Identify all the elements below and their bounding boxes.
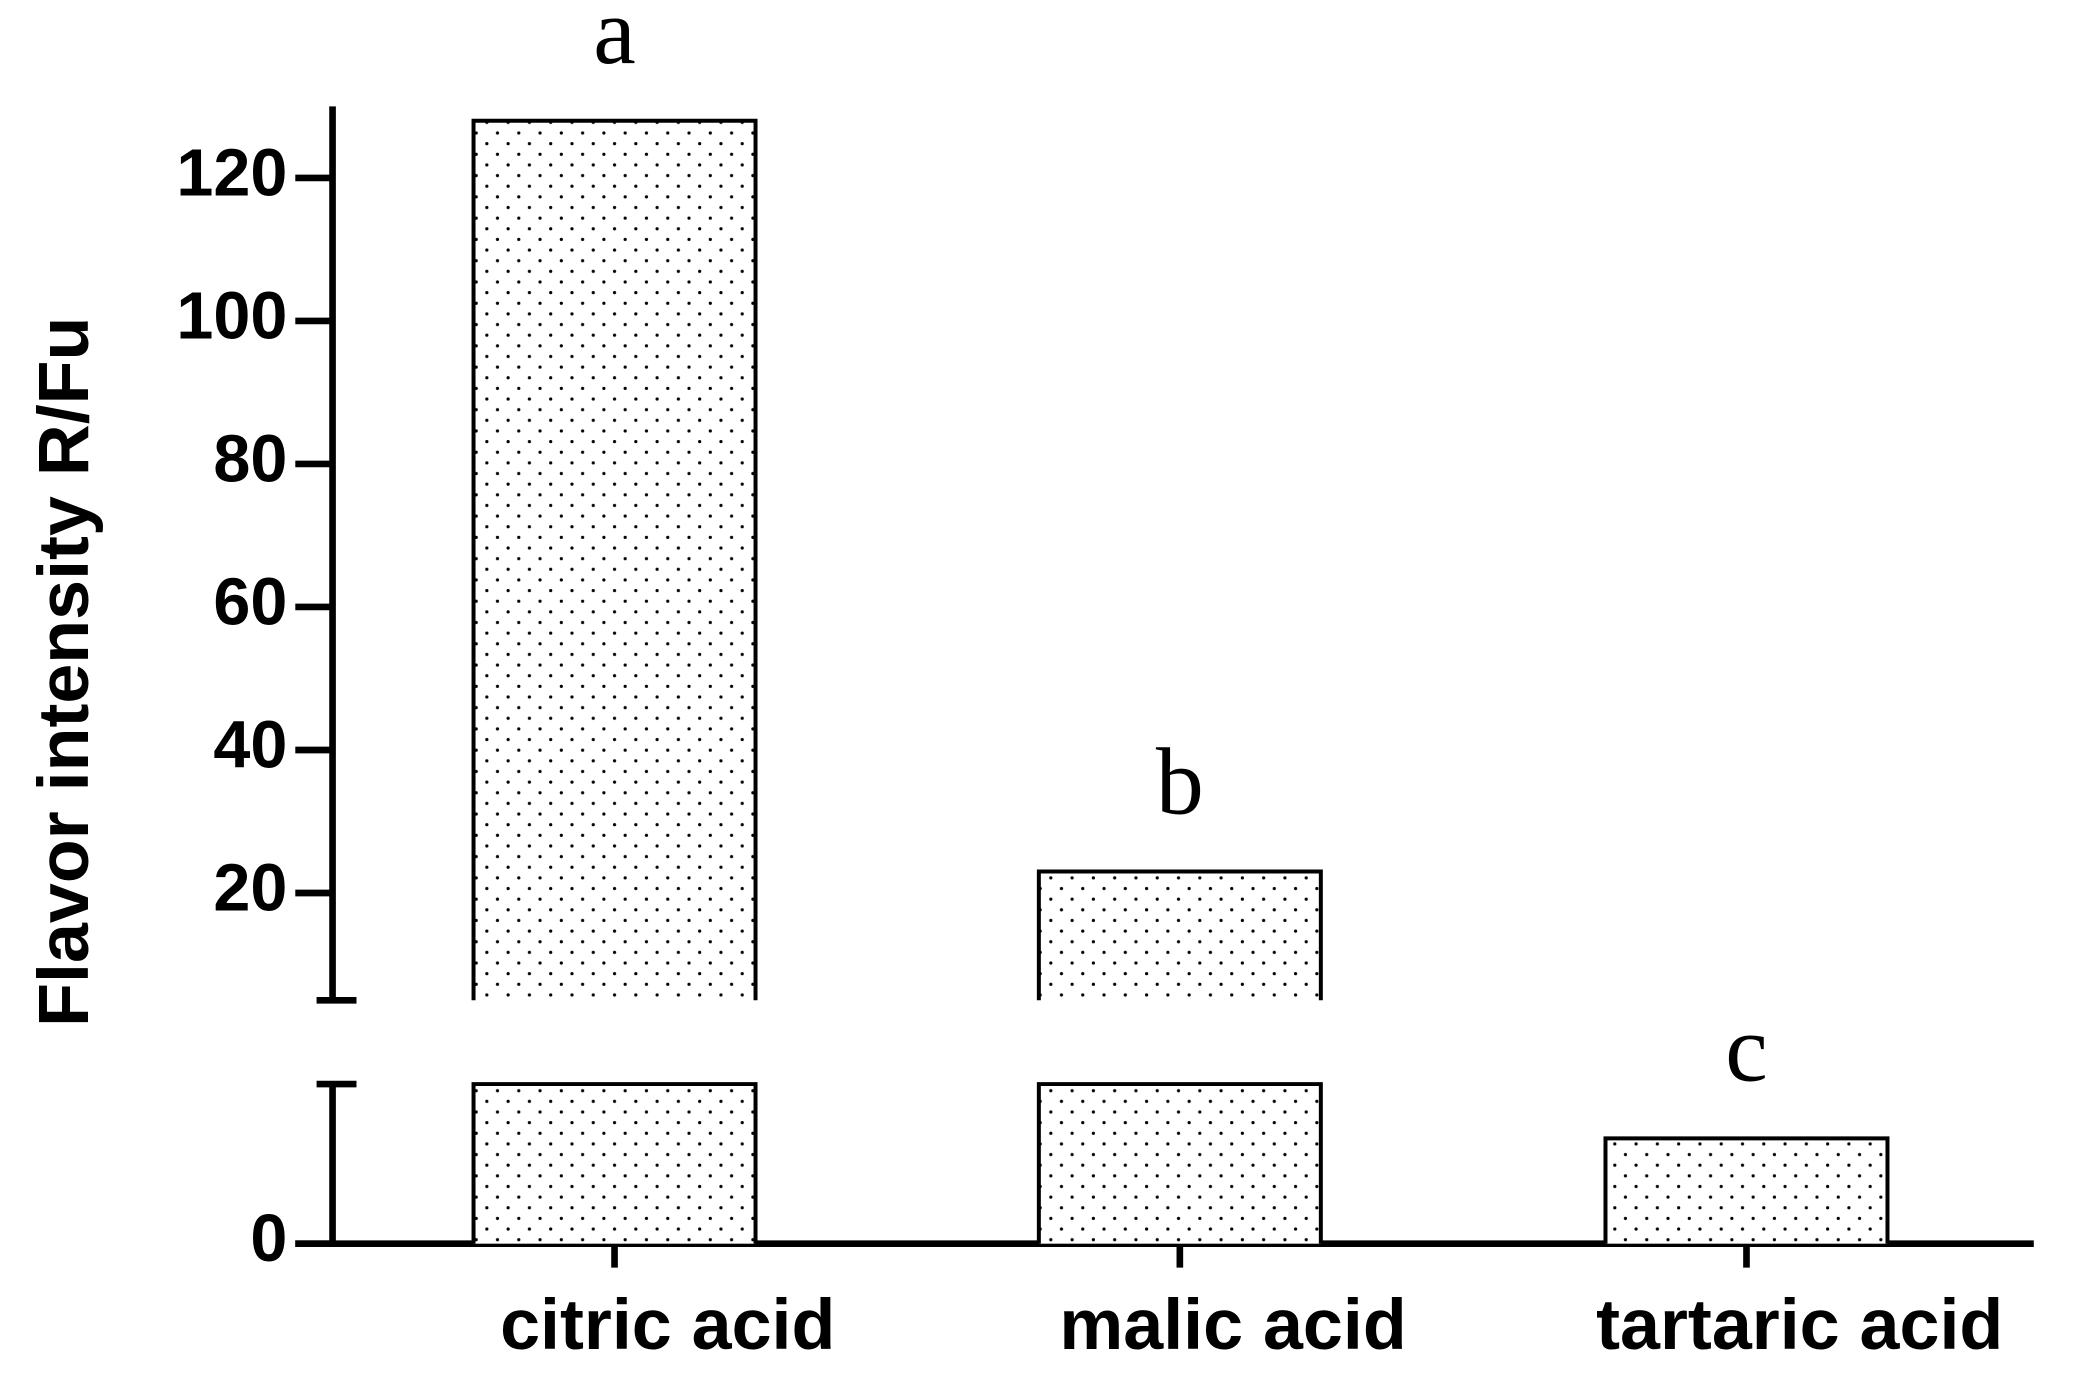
- bar-outline: [1036, 869, 1323, 1001]
- bar: [1038, 1084, 1321, 1244]
- bar-outline: [1603, 1136, 1890, 1244]
- bar-outline: [471, 1082, 758, 1244]
- y-tick-label: 20: [213, 852, 287, 926]
- y-tick-label: 100: [176, 279, 287, 353]
- bar: [1038, 871, 1321, 1001]
- x-tick-label: citric acid: [500, 1285, 835, 1365]
- significance-letter: c: [1725, 996, 1768, 1102]
- bar-outline: [471, 118, 758, 1001]
- x-tick-label: malic acid: [1059, 1285, 1406, 1365]
- bar: [473, 120, 756, 1001]
- y-tick-label: 60: [213, 566, 287, 640]
- bar-outline: [1036, 1082, 1323, 1244]
- y-tick-label: 0: [250, 1202, 287, 1276]
- bar: [473, 1084, 756, 1244]
- bar: [1605, 1138, 1888, 1244]
- y-tick-label: 120: [176, 136, 287, 210]
- y-tick-label: 80: [213, 423, 287, 497]
- y-axis-label: Flavor intensity R/Fu: [24, 317, 104, 1027]
- x-tick-label: tartaric acid: [1596, 1285, 2003, 1365]
- y-tick-label: 40: [213, 709, 287, 783]
- significance-letter: a: [593, 0, 636, 84]
- significance-letter: b: [1156, 729, 1204, 835]
